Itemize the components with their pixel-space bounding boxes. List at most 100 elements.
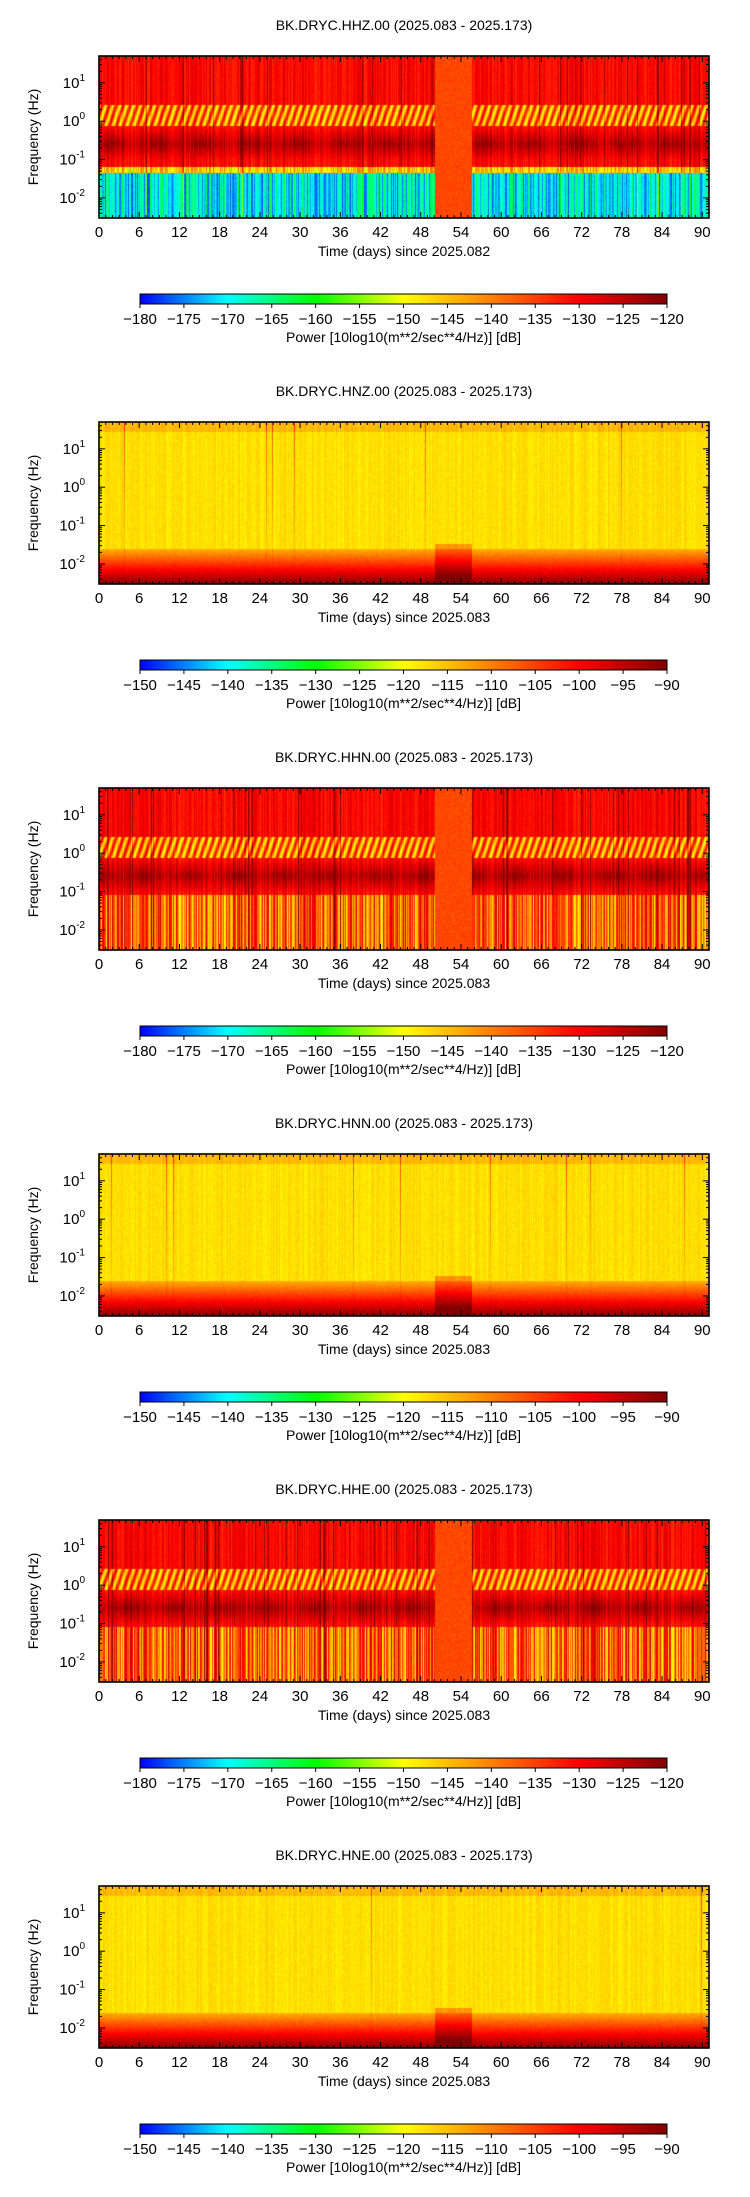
x-tick-label: 48 (412, 590, 429, 607)
spectrogram-panel: BK.DRYC.HHZ.00 (2025.083 - 2025.173) 0 6 12… (25, 17, 711, 345)
y-axis-label: Frequency (Hz) (25, 821, 41, 917)
colorbar-tick-label: −160 (299, 1775, 333, 1792)
x-tick-label: 90 (694, 2054, 711, 2071)
spectrogram-panel: BK.DRYC.HHE.00 (2025.083 - 2025.173) 0 6 12… (25, 1481, 711, 1809)
colorbar (139, 2123, 668, 2135)
colorbar-tick-label: −150 (123, 677, 157, 694)
colorbar-tick-label: −150 (387, 1043, 421, 1060)
x-tick-label: 12 (171, 956, 188, 973)
x-tick-label: 72 (573, 956, 590, 973)
colorbar-tick-label: −135 (518, 311, 552, 328)
colorbar-tick-label: −130 (299, 2141, 333, 2158)
colorbar-tick-label: −155 (343, 1043, 377, 1060)
y-tick-label: 101 (63, 73, 86, 92)
colorbar-tick-label: −135 (255, 677, 289, 694)
colorbar-label: Power [10log10(m**2/sec**4/Hz)] [dB] (286, 695, 521, 711)
y-tick-label: 10-1 (59, 882, 85, 901)
x-tick-label: 66 (533, 590, 550, 607)
x-tick-label: 54 (453, 956, 470, 973)
colorbar-tick-label: −120 (650, 311, 684, 328)
colorbar-tick-label: −170 (211, 311, 245, 328)
y-tick-label: 101 (63, 1903, 86, 1922)
y-tick-label: 10-2 (59, 1286, 85, 1305)
x-tick-label: 54 (453, 224, 470, 241)
y-tick-label: 101 (63, 1171, 86, 1190)
x-tick-label: 0 (95, 2054, 103, 2071)
x-tick-label: 78 (614, 956, 631, 973)
spectrogram-panel: BK.DRYC.HNN.00 (2025.083 - 2025.173) 0 6 12… (25, 1115, 711, 1443)
colorbar-tick-label: −160 (299, 1043, 333, 1060)
chart-title: BK.DRYC.HHN.00 (2025.083 - 2025.173) (275, 749, 533, 765)
x-tick-label: 66 (533, 1322, 550, 1339)
colorbar-tick-label: −130 (562, 1775, 596, 1792)
x-tick-label: 30 (292, 224, 309, 241)
x-tick-label: 90 (694, 956, 711, 973)
colorbar-label: Power [10log10(m**2/sec**4/Hz)] [dB] (286, 1061, 521, 1077)
x-tick-label: 0 (95, 1688, 103, 1705)
x-tick-label: 78 (614, 1688, 631, 1705)
colorbar (139, 659, 668, 671)
x-tick-label: 84 (654, 1688, 671, 1705)
x-tick-label: 84 (654, 956, 671, 973)
chart-title: BK.DRYC.HNE.00 (2025.083 - 2025.173) (275, 1847, 532, 1863)
x-tick-label: 42 (372, 956, 389, 973)
plot-frame (98, 55, 710, 219)
x-tick-label: 24 (252, 956, 269, 973)
x-axis-label: Time (days) since 2025.082 (318, 243, 490, 259)
x-tick-label: 54 (453, 590, 470, 607)
y-tick-label: 101 (63, 805, 86, 824)
chart-title: BK.DRYC.HHE.00 (2025.083 - 2025.173) (275, 1481, 532, 1497)
colorbar-tick-label: −125 (343, 1409, 377, 1426)
x-tick-label: 42 (372, 2054, 389, 2071)
colorbar-tick-label: −100 (562, 677, 596, 694)
x-tick-label: 66 (533, 224, 550, 241)
colorbar-tick-label: −130 (562, 1043, 596, 1060)
colorbar-tick-label: −145 (167, 2141, 201, 2158)
colorbar-tick-label: −165 (255, 1043, 289, 1060)
x-tick-label: 42 (372, 224, 389, 241)
y-axis-label: Frequency (Hz) (25, 1187, 41, 1283)
colorbar-tick-label: −105 (518, 1409, 552, 1426)
x-tick-label: 6 (135, 2054, 143, 2071)
x-tick-label: 90 (694, 1688, 711, 1705)
colorbar-tick-label: −110 (475, 2141, 508, 2158)
x-tick-label: 30 (292, 956, 309, 973)
colorbar-tick-label: −145 (167, 677, 201, 694)
colorbar-tick-label: −95 (610, 1409, 635, 1426)
x-tick-label: 42 (372, 590, 389, 607)
chart-title: BK.DRYC.HHZ.00 (2025.083 - 2025.173) (276, 17, 533, 33)
y-tick-label: 100 (63, 1575, 86, 1594)
x-tick-label: 54 (453, 1688, 470, 1705)
x-tick-label: 78 (614, 2054, 631, 2071)
x-tick-label: 36 (332, 2054, 349, 2071)
x-tick-label: 48 (412, 2054, 429, 2071)
colorbar-label: Power [10log10(m**2/sec**4/Hz)] [dB] (286, 2159, 521, 2175)
colorbar-tick-label: −130 (299, 677, 333, 694)
x-tick-label: 72 (573, 590, 590, 607)
x-tick-label: 48 (412, 956, 429, 973)
colorbar-tick-label: −140 (474, 311, 508, 328)
x-tick-label: 24 (252, 590, 269, 607)
colorbar-tick-label: −135 (255, 1409, 289, 1426)
x-tick-label: 12 (171, 224, 188, 241)
x-tick-label: 72 (573, 1322, 590, 1339)
y-tick-label: 10-2 (59, 920, 85, 939)
spectrogram-panel: BK.DRYC.HHN.00 (2025.083 - 2025.173) 0 6 12… (25, 749, 711, 1077)
x-tick-label: 54 (453, 1322, 470, 1339)
x-tick-label: 6 (135, 956, 143, 973)
x-tick-label: 24 (252, 1688, 269, 1705)
colorbar-tick-label: −175 (167, 1043, 201, 1060)
colorbar-tick-label: −165 (255, 311, 289, 328)
colorbar-tick-label: −140 (211, 1409, 245, 1426)
x-tick-label: 36 (332, 956, 349, 973)
spectrogram-image (99, 1520, 709, 1682)
x-tick-label: 60 (493, 1322, 510, 1339)
y-axis-label: Frequency (Hz) (25, 455, 41, 551)
x-tick-label: 54 (453, 2054, 470, 2071)
colorbar-tick-label: −160 (299, 311, 333, 328)
colorbar-tick-label: −150 (387, 1775, 421, 1792)
colorbar-tick-label: −175 (167, 1775, 201, 1792)
x-tick-label: 42 (372, 1322, 389, 1339)
x-tick-label: 36 (332, 590, 349, 607)
colorbar-tick-label: −145 (431, 311, 465, 328)
